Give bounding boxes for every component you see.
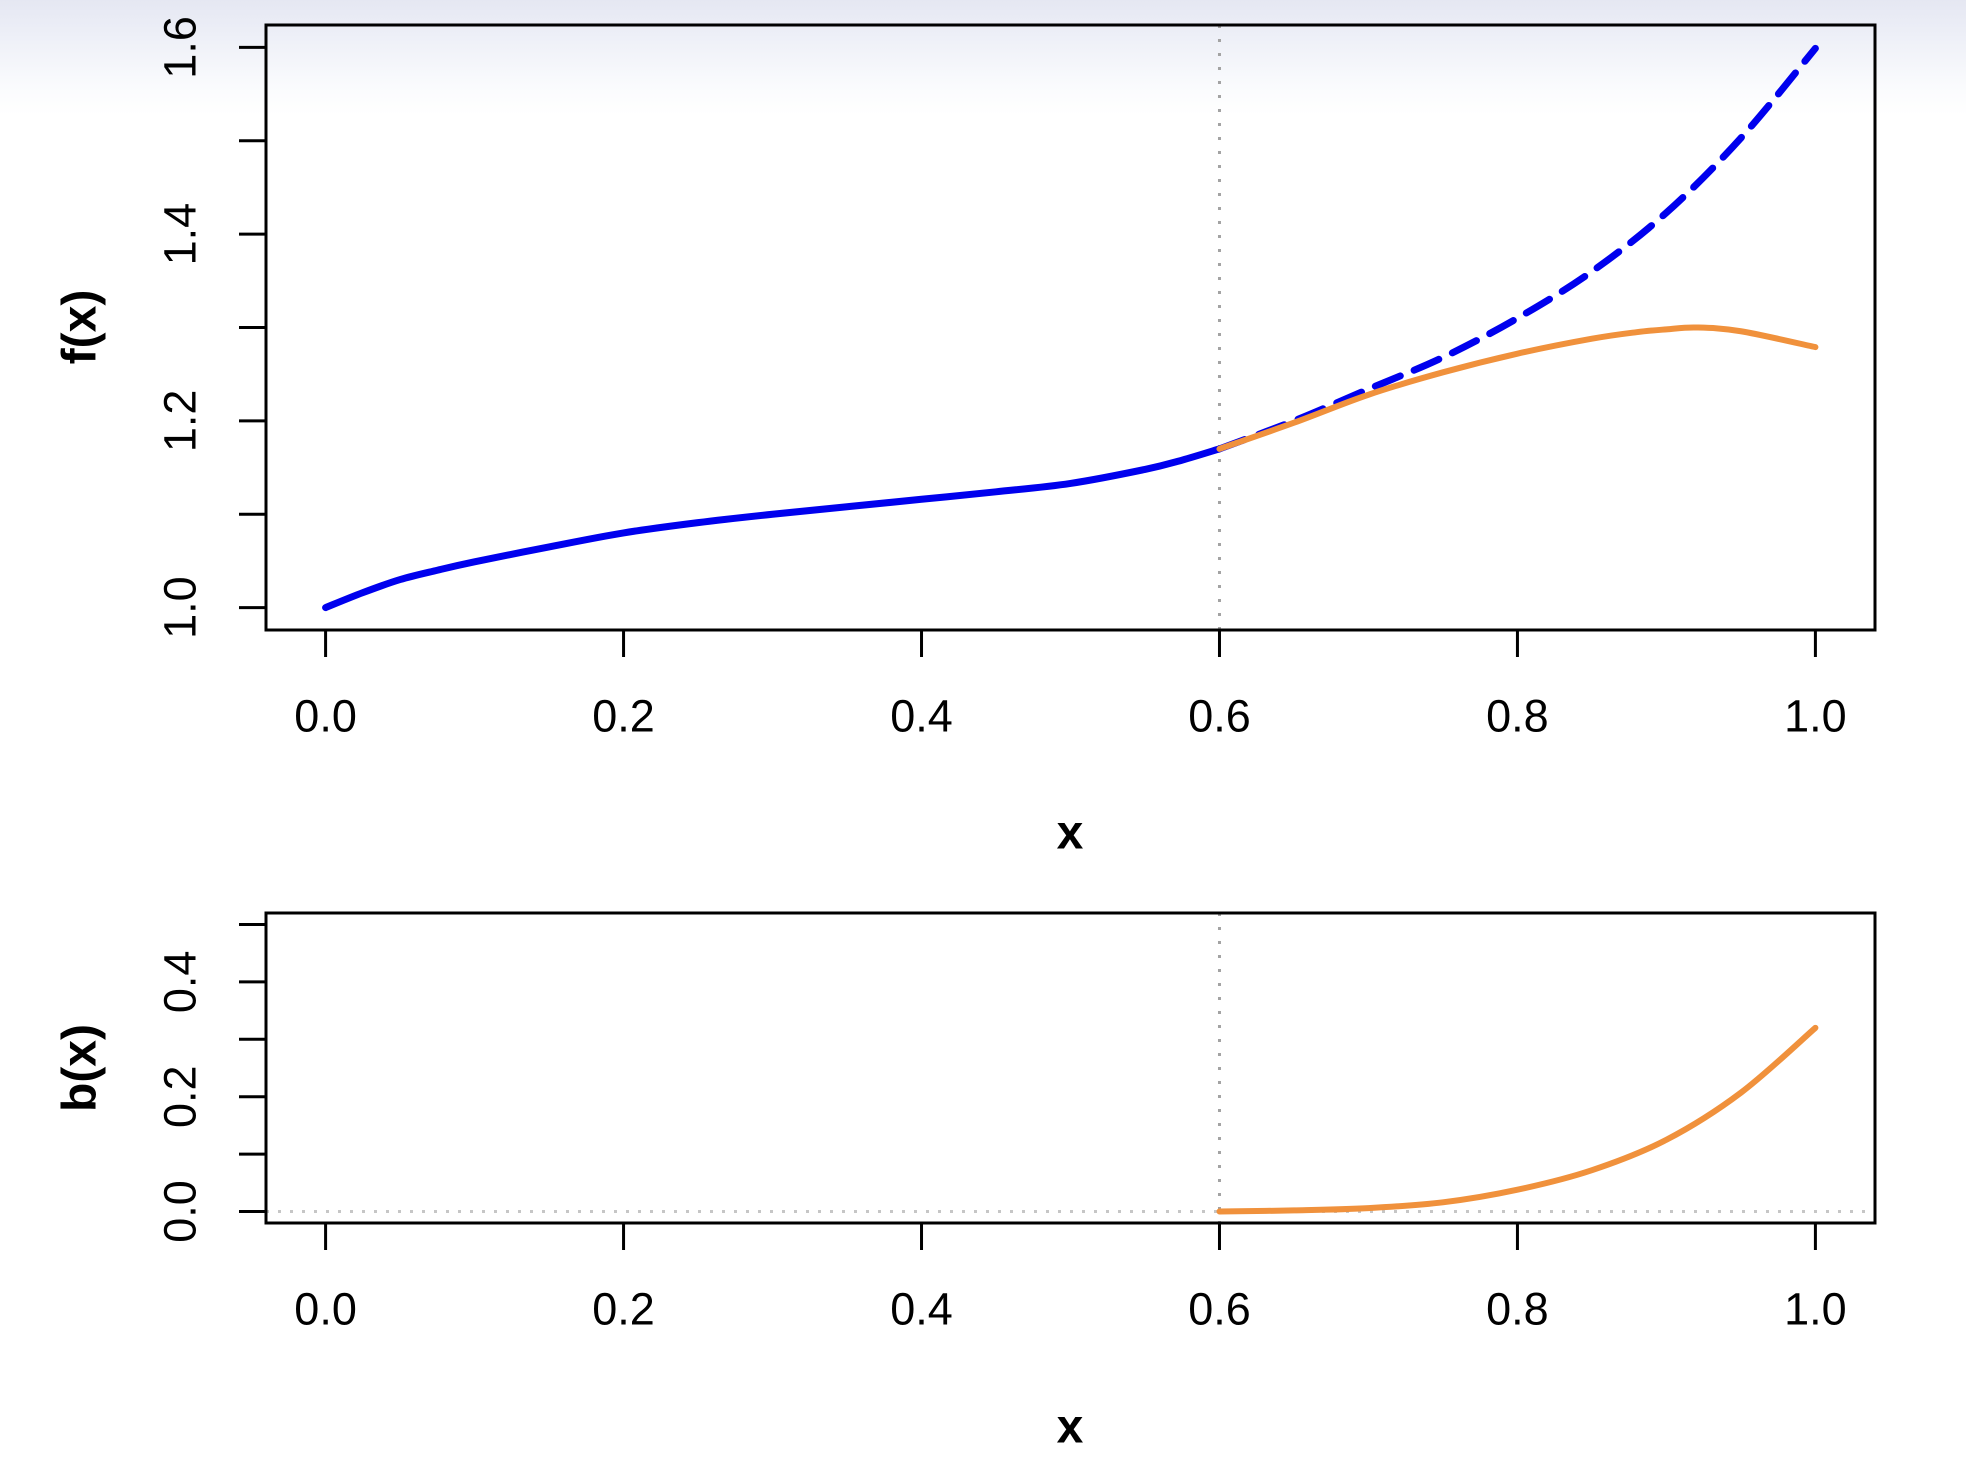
plot-box [264,23,1877,632]
series-f-dashed-blue-extrapolation [1215,44,1819,453]
panel-fx: 0.0 0.2 0.4 0.6 0.8 1.0 1.0 1.2 1.4 1.6 [155,16,1877,742]
plot-box [264,911,1877,1225]
y-tick-label: 1.4 [155,203,206,266]
x-tick-label: 0.8 [1486,1284,1549,1335]
series-f-orange-bent [1216,324,1819,452]
y-tick-label: 1.6 [155,16,206,79]
x-tick-label: 0.4 [890,1284,953,1335]
y-tick-label: 1.0 [155,576,206,639]
x-tick-label: 0.6 [1188,1284,1251,1335]
y-tick-label: 0.0 [155,1180,206,1243]
top-y-axis-title: f(x) [54,290,107,365]
series-b-orange-bend-amount [1216,1024,1819,1215]
x-tick-label: 0.4 [890,691,953,742]
bottom-x-axis-title: x [1057,1401,1084,1454]
bottom-y-axis-title: b(x) [54,1024,107,1112]
x-tick-label: 0.6 [1188,691,1251,742]
top-x-axis-title: x [1057,807,1084,860]
x-tick-label: 0.0 [294,1284,357,1335]
x-tick-label: 0.2 [592,691,655,742]
panel-bx: 0.0 0.2 0.4 0.6 0.8 1.0 0.0 0.2 0.4 [155,911,1877,1335]
x-tick-label: 1.0 [1784,691,1847,742]
x-tick-label: 0.8 [1486,691,1549,742]
x-tick-label: 0.2 [592,1284,655,1335]
y-tick-label: 0.4 [155,951,206,1014]
y-tick-label: 1.2 [155,390,206,453]
x-tick-label: 1.0 [1784,1284,1847,1335]
y-tick-label: 0.2 [155,1065,206,1128]
x-tick-label: 0.0 [294,691,357,742]
series-f-solid-blue [322,445,1223,612]
